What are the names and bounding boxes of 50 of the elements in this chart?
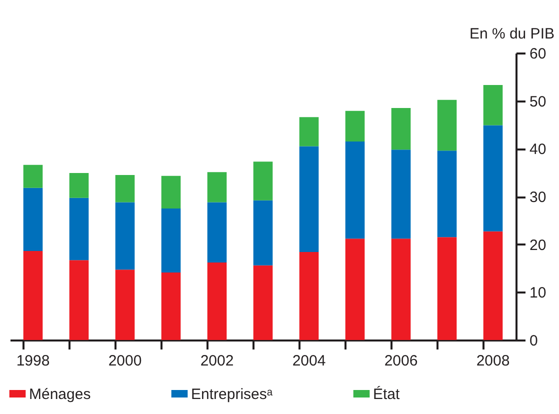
bar [69,198,89,260]
bar [161,272,181,340]
x-tick-label: 2002 [200,352,234,370]
bar [299,117,319,146]
x-tick-label: 2004 [292,352,326,370]
x-tick-label: 2008 [476,352,510,370]
x-tick-label: 1998 [16,352,50,370]
legend-label: Entreprisesᵃ [191,386,273,403]
bar [69,260,89,340]
bar [483,231,503,340]
bar [161,176,181,208]
bar [207,262,227,340]
bar [207,172,227,202]
bar [391,238,411,340]
y-tick-label: 50 [530,93,546,110]
bar [115,270,135,340]
bar [345,141,365,239]
bar [299,252,319,340]
bar [69,173,89,198]
bar [115,174,135,202]
bar [437,100,457,151]
bar [253,200,273,266]
bar [115,202,135,270]
y-tick-label: 40 [530,141,546,158]
bar [23,188,43,252]
bar [23,164,43,188]
legend-label: État [373,384,401,403]
bar [299,146,319,252]
bar [483,85,503,126]
y-tick-label: 20 [530,236,546,254]
bar [437,150,457,238]
y-tick-label: 60 [530,46,546,62]
y-tick-label: 10 [530,284,546,302]
x-tick-label: 2006 [384,352,418,370]
bar [437,237,457,340]
bar [391,150,411,239]
bar [345,238,365,340]
bar [23,251,43,340]
bar [253,265,273,340]
bar [161,208,181,273]
y-tick-label: 0 [530,332,538,350]
bar [391,108,411,150]
x-tick-label: 2000 [108,352,142,370]
bar [345,110,365,142]
bar [483,125,503,232]
y-tick-label: 30 [530,189,546,206]
bar [207,202,227,263]
y-axis-title: En % du PIB [469,26,554,42]
bar [253,162,273,200]
legend-label: Ménages [29,386,91,403]
